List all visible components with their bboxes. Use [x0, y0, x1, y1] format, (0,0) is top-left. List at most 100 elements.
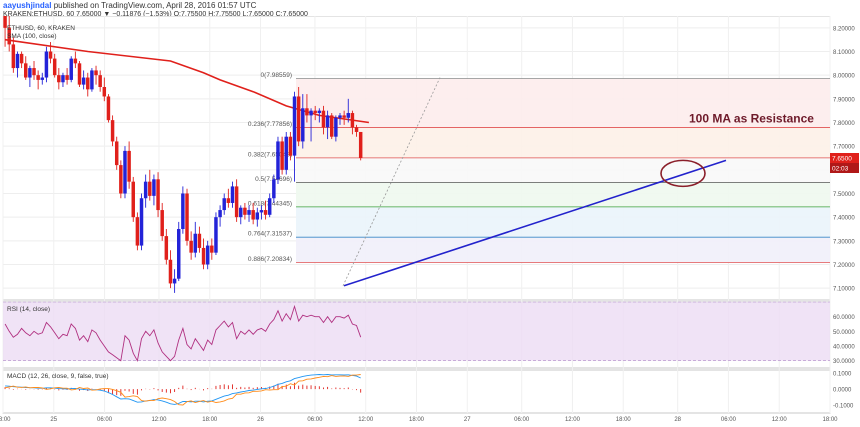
candle — [148, 169, 152, 201]
candle-body — [40, 77, 45, 80]
time-axis-tick: 18:00 — [0, 417, 11, 423]
candle-body — [288, 136, 293, 156]
candle-body — [156, 179, 160, 211]
candle-body — [81, 77, 86, 85]
annotation-text: 100 MA as Resistance — [689, 112, 814, 126]
candle — [301, 94, 305, 149]
candle-body — [292, 96, 297, 156]
candle — [123, 146, 127, 199]
candle-body — [234, 186, 239, 218]
candle-body — [259, 210, 264, 213]
time-axis-tick: 06:00 — [307, 417, 323, 423]
fib-level-label: 0.886(7.20834) — [248, 256, 292, 263]
candle — [65, 68, 69, 85]
candle — [61, 72, 65, 87]
candle-body — [214, 217, 218, 253]
candle — [177, 221, 181, 282]
candle-body — [114, 141, 119, 166]
candle — [267, 193, 272, 218]
time-axis-tick: 12:00 — [772, 417, 788, 423]
fib-level-label: 0.764(7.31537) — [248, 231, 292, 238]
candle — [94, 65, 98, 85]
candle-body — [247, 210, 251, 215]
candle-body — [15, 53, 20, 69]
candle — [239, 205, 243, 225]
candle — [143, 174, 148, 208]
rsi-axis-tick: 40.0000 — [833, 345, 855, 351]
time-axis-tick: 18:00 — [409, 417, 425, 423]
candle — [52, 53, 57, 78]
candle-body — [280, 141, 284, 170]
price-tag: 7.6500 — [832, 156, 852, 163]
time-axis-tick: 26 — [257, 417, 264, 423]
candle-body — [110, 120, 115, 142]
candle — [119, 160, 123, 199]
price-axis-tick: 8.00000 — [833, 74, 855, 80]
candle-body — [3, 16, 7, 28]
candle-body — [73, 58, 78, 64]
candle-body — [98, 75, 102, 87]
author-link[interactable]: aayushjindal — [3, 1, 52, 10]
candle-body — [313, 110, 317, 114]
candle — [81, 70, 86, 90]
candle — [230, 181, 235, 208]
candle — [106, 94, 111, 123]
candle — [90, 68, 94, 92]
fib-level-label: 0(7.98559) — [261, 72, 292, 79]
price-axis-tick: 7.50000 — [833, 192, 855, 198]
candle-body — [36, 75, 40, 80]
time-axis: 18:00 25 06:00 12:00 18:00 26 06:00 12:00 18:00 2… — [0, 417, 838, 423]
header: aayushjindal published on TradingView.co… — [0, 0, 860, 18]
candle-body — [7, 27, 11, 45]
candle — [342, 110, 346, 125]
candle-body — [90, 70, 94, 90]
candle-body — [181, 193, 185, 229]
candle-body — [164, 236, 169, 260]
candle-body — [52, 58, 57, 76]
candle-body — [263, 210, 268, 215]
chart-canvas[interactable]: 0(7.98559) 0.236(7.77856) 0.382(7.65048) 0.… — [0, 16, 860, 427]
candle-body — [193, 233, 198, 253]
candle — [313, 105, 317, 121]
rsi-axis-tick: 30.0000 — [833, 359, 855, 365]
macd-axis-tick: -0.1000 — [833, 404, 854, 410]
time-axis-tick: 28 — [674, 417, 681, 423]
candles — [3, 16, 363, 293]
candle-body — [172, 278, 177, 284]
fib-level-label: 0.382(7.65048) — [248, 151, 292, 158]
candle — [19, 51, 24, 69]
trendline — [343, 159, 727, 287]
rsi-axis-tick: 60.0000 — [833, 315, 855, 321]
time-tag: 02:03 — [832, 166, 849, 173]
price-axis-tick: 7.90000 — [833, 97, 855, 103]
candle — [32, 60, 36, 80]
candle — [334, 115, 338, 142]
candle-body — [168, 259, 173, 284]
candle-body — [119, 165, 123, 194]
candle — [172, 269, 177, 293]
candle — [276, 136, 280, 185]
candle — [160, 202, 164, 241]
candle — [325, 110, 330, 140]
candle — [193, 221, 198, 258]
fib-band — [296, 78, 830, 128]
candle-body — [222, 198, 226, 211]
candle-body — [205, 245, 210, 265]
candle — [234, 179, 239, 222]
candle-body — [267, 198, 272, 215]
candle-body — [44, 51, 49, 78]
fib-band — [296, 237, 830, 263]
candle — [350, 110, 355, 135]
candle — [309, 108, 313, 142]
quote-line: KRAKEN:ETHUSD, 60 7.65000 ▼ −0.11876 (−1… — [3, 11, 308, 18]
candle — [296, 87, 301, 147]
candle-body — [226, 198, 231, 203]
time-axis-tick: 12:00 — [151, 417, 167, 423]
candle-body — [131, 181, 135, 218]
candle — [321, 105, 326, 135]
fib-band — [296, 182, 830, 207]
price-tag-bg — [830, 153, 859, 163]
candle-body — [65, 75, 69, 80]
time-axis-tick: 18:00 — [822, 417, 838, 423]
